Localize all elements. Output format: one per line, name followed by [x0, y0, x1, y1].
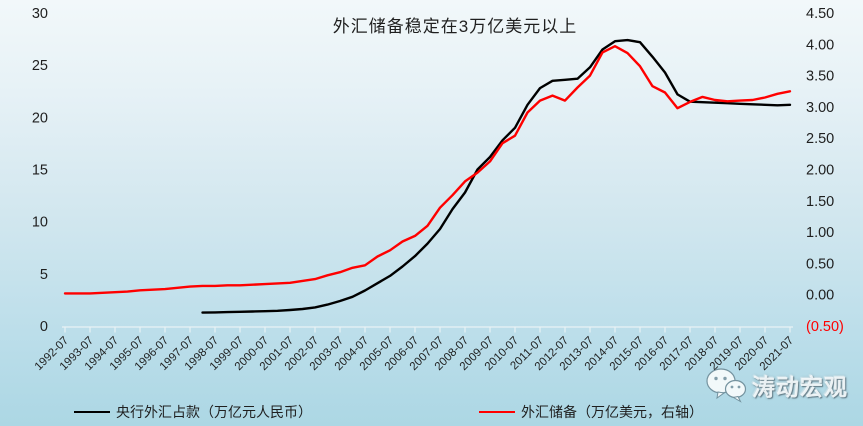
right-axis-label: 2.00	[806, 163, 834, 179]
legend-label-usd: 外汇储备（万亿美元，右轴）	[521, 404, 703, 420]
left-axis-label: 0	[40, 319, 48, 335]
left-axis-label: 10	[32, 215, 48, 231]
right-axis-label: 3.50	[806, 69, 834, 85]
legend-swatch-black-line	[74, 411, 110, 413]
left-axis-label: 15	[32, 163, 48, 179]
right-axis-label: 4.00	[806, 37, 834, 53]
right-axis-label: 2.50	[806, 131, 834, 147]
chart-title: 外汇储备稳定在3万亿美元以上	[332, 17, 578, 36]
chart-legend: 央行外汇占款（万亿元人民币） 外汇储备（万亿美元，右轴）	[0, 401, 863, 423]
left-axis-label: 30	[32, 6, 48, 22]
right-axis-label: 3.00	[806, 100, 834, 116]
right-axis-label: 0.00	[806, 288, 834, 304]
left-axis-label: 5	[40, 267, 48, 283]
right-axis-label: (0.50)	[806, 319, 844, 335]
series-line-1	[63, 45, 792, 295]
legend-item-usd: 外汇储备（万亿美元，右轴）	[479, 401, 703, 423]
left-axis-label: 25	[32, 58, 48, 74]
right-axis-label: 0.50	[806, 256, 834, 272]
legend-label-cny: 央行外汇占款（万亿元人民币）	[116, 404, 312, 420]
series-line-0	[201, 38, 792, 314]
left-axis-label: 20	[32, 110, 48, 126]
right-axis-label: 4.50	[806, 6, 834, 22]
right-axis-label: 1.00	[806, 225, 834, 241]
legend-swatch-red-line	[479, 411, 515, 413]
right-axis-label: 1.50	[806, 194, 834, 210]
legend-item-cny: 央行外汇占款（万亿元人民币）	[74, 401, 312, 423]
